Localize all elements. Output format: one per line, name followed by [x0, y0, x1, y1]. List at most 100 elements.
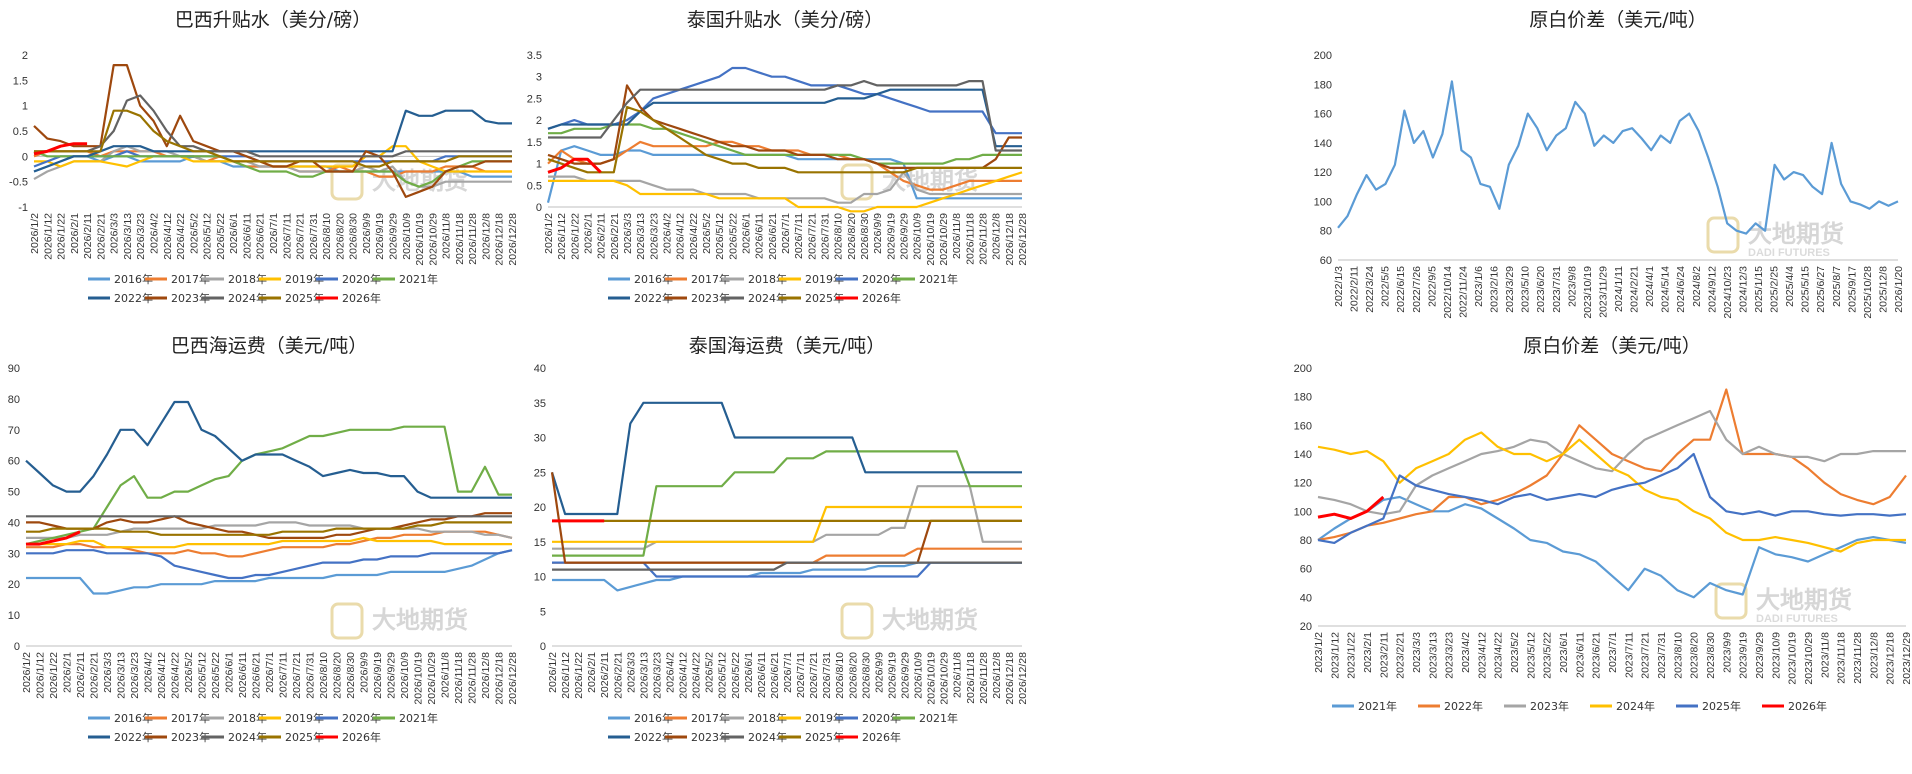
x-tick-label: 2026/5/12 [714, 213, 726, 260]
y-tick-label: 1 [536, 159, 542, 171]
x-tick-label: 2026/9/9 [872, 213, 884, 254]
x-tick-label: 2023/1/6 [1473, 266, 1485, 307]
x-tick-label: 2023/12/29 [1901, 632, 1912, 685]
x-tick-label: 2026/8/10 [318, 652, 330, 699]
x-tick-label: 2023/7/1 [1607, 632, 1619, 673]
x-tick-label: 2026/2/11 [596, 213, 608, 259]
x-tick-label: 2026/5/2 [183, 652, 195, 693]
series-line-2022年 [33, 109, 512, 173]
x-tick-label: 2026/7/21 [291, 652, 303, 699]
y-tick-label: 180 [1294, 392, 1312, 404]
x-tick-label: 2026/4/2 [143, 652, 155, 693]
y-tick-label: 40 [1300, 592, 1312, 604]
x-tick-label: 2026/6/1 [224, 652, 236, 693]
x-tick-label: 2026/7/31 [308, 213, 320, 260]
legend-label: 2021年 [399, 272, 438, 286]
x-tick-label: 2026/2/1 [583, 213, 595, 254]
legend-label: 2024年 [748, 730, 787, 744]
y-tick-label: 2.5 [527, 93, 542, 105]
y-tick-label: 40 [8, 517, 20, 529]
chart-title: 原白价差（美元/吨） [1529, 9, 1706, 31]
x-tick-label: 2023/3/23 [1444, 632, 1456, 679]
x-tick-label: 2026/10/9 [913, 652, 925, 699]
series-line-2026年 [26, 530, 81, 546]
x-tick-label: 2023/2/1 [1362, 632, 1374, 673]
y-tick-label: 30 [8, 548, 20, 560]
y-tick-label: 80 [8, 394, 20, 406]
x-tick-label: 2025/4/4 [1784, 266, 1796, 307]
x-tick-label: 2026/8/30 [860, 652, 872, 699]
x-tick-label: 2026/1/2 [21, 652, 33, 693]
x-tick-label: 2024/10/23 [1722, 266, 1734, 319]
x-tick-label: 2023/3/3 [1411, 632, 1423, 673]
x-tick-label: 2026/4/2 [149, 213, 161, 254]
x-tick-label: 2026/10/9 [912, 213, 924, 260]
x-tick-label: 2026/3/23 [135, 213, 147, 260]
x-tick-label: 2026/4/12 [162, 213, 174, 260]
y-tick-label: 10 [534, 572, 546, 584]
legend-label: 2018年 [748, 272, 787, 286]
legend-label: 2019年 [805, 272, 844, 286]
legend-label: 2023年 [1530, 699, 1569, 713]
x-tick-label: 2026/4/2 [662, 213, 674, 254]
watermark-logo-icon [330, 602, 364, 640]
x-tick-label: 2026/7/11 [795, 652, 807, 698]
x-tick-label: 2023/11/18 [1836, 632, 1848, 684]
x-tick-label: 2026/2/11 [599, 652, 611, 698]
series-line-2024年 [34, 94, 512, 158]
series-line-2019年 [26, 536, 512, 549]
y-tick-label: 3 [536, 72, 542, 84]
series-line-2021年 [1317, 495, 1907, 599]
x-tick-label: 2026/12/18 [1004, 213, 1016, 266]
chart-title: 巴西升贴水（美分/磅） [175, 9, 371, 31]
chart-panel-raw-white-spread-daily: 原白价差（美元/吨） 60 80 100 120 140 160 180 200 2022/1/3… [1270, 0, 1912, 330]
legend-label: 2016年 [634, 711, 673, 725]
y-tick-label: 140 [1294, 449, 1312, 461]
x-tick-label: 2022/5/5 [1380, 266, 1392, 307]
x-tick-label: 2026/6/11 [237, 652, 249, 698]
x-tick-label: 2026/8/20 [332, 652, 344, 699]
legend-label: 2017年 [691, 711, 730, 725]
x-tick-label: 2023/8/30 [1705, 632, 1717, 679]
x-tick-label: 2026/10/19 [413, 652, 425, 705]
y-tick-label: 160 [1294, 420, 1312, 432]
x-tick-label: 2023/4/2 [1460, 632, 1472, 673]
x-tick-label: 2023/7/11 [1623, 632, 1635, 678]
y-tick-label: 35 [534, 398, 546, 410]
x-tick-label: 2026/1/22 [56, 213, 68, 260]
chart-title: 巴西海运费（美元/吨） [171, 335, 367, 357]
chart-title: 泰国海运费（美元/吨） [689, 335, 885, 357]
y-tick-label: 90 [8, 363, 20, 375]
x-tick-label: 2026/3/3 [109, 213, 121, 254]
legend-label: 2022年 [634, 730, 673, 744]
legend-label: 2019年 [285, 711, 324, 725]
series-line-2016年 [26, 549, 513, 595]
series-line-2024年 [1317, 431, 1906, 553]
legend-label: 2020年 [342, 272, 381, 286]
x-tick-label: 2023/9/19 [1738, 632, 1750, 679]
x-tick-label: 2026/7/21 [295, 213, 307, 260]
series-line-原白价差 [1337, 80, 1899, 235]
series-line-2026年 [547, 157, 602, 174]
x-tick-label: 2026/4/22 [691, 652, 703, 699]
x-tick-label: 2026/2/21 [609, 213, 621, 260]
series-line-2025年 [34, 109, 512, 168]
x-tick-label: 2022/1/3 [1333, 266, 1345, 307]
x-tick-label: 2026/9/19 [372, 652, 384, 699]
y-tick-label: 1.5 [527, 137, 542, 149]
x-tick-label: 2026/4/22 [170, 652, 182, 699]
legend-label: 2026年 [862, 291, 901, 305]
legend-label: 2021年 [1358, 699, 1397, 713]
legend-label: 2026年 [862, 730, 901, 744]
legend-label: 2020年 [862, 272, 901, 286]
y-tick-label: 100 [1294, 506, 1312, 518]
legend-label: 2020年 [862, 711, 901, 725]
x-tick-label: 2026/2/1 [62, 652, 74, 693]
chart-panel-raw-white-spread-seasonal: 原白价差（美元/吨） 20 40 60 80 100 120 140 160 180 200 2023… [1270, 318, 1912, 774]
x-tick-label: 2026/1/2 [29, 213, 41, 254]
x-tick-label: 2026/6/21 [255, 213, 267, 260]
x-tick-label: 2026/2/11 [82, 213, 94, 259]
x-tick-label: 2026/5/2 [704, 652, 716, 693]
